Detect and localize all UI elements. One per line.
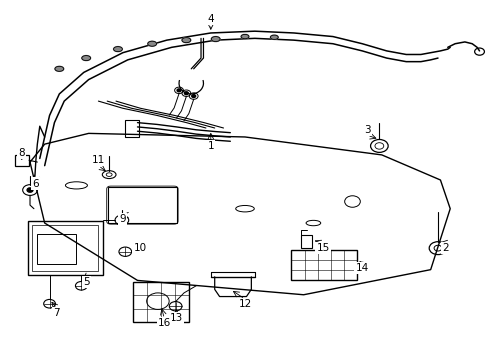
Text: 9: 9 [120,215,126,224]
Text: 11: 11 [92,155,105,165]
Ellipse shape [182,38,191,42]
Ellipse shape [82,55,91,60]
Ellipse shape [241,35,249,39]
Text: 7: 7 [53,308,60,318]
Bar [32,225,98,271]
Circle shape [27,188,33,192]
Bar [133,282,189,321]
Bar [108,187,176,223]
Text: 3: 3 [364,125,370,135]
Bar [27,221,103,275]
Text: 2: 2 [442,243,449,253]
Text: 15: 15 [317,243,330,253]
Text: 5: 5 [83,277,90,287]
Bar [301,234,312,248]
Text: 6: 6 [32,179,39,189]
Text: 14: 14 [356,263,369,273]
Text: 8: 8 [18,148,24,158]
Text: 12: 12 [238,299,252,309]
Bar [15,155,29,166]
Text: 16: 16 [158,319,171,328]
Text: 10: 10 [133,243,147,253]
Ellipse shape [114,46,122,51]
Ellipse shape [270,35,278,40]
Text: 13: 13 [170,313,183,323]
Text: 4: 4 [207,14,214,24]
Ellipse shape [211,37,220,41]
Bar [292,250,357,280]
Ellipse shape [148,41,157,46]
Circle shape [192,95,196,98]
Ellipse shape [55,66,64,71]
Text: 1: 1 [207,141,214,151]
Bar [125,120,139,137]
Circle shape [177,89,181,92]
Bar [37,234,76,264]
Circle shape [184,92,188,95]
